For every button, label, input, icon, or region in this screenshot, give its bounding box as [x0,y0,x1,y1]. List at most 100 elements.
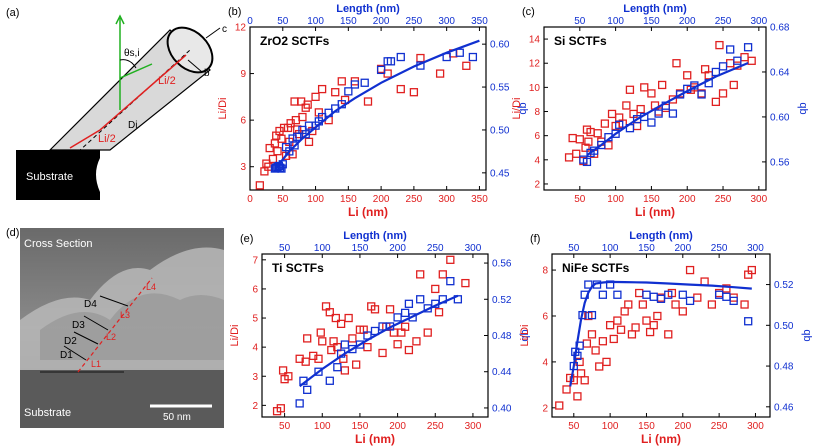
ratio-point [747,56,756,65]
ratio-point [314,354,323,363]
qb-point [455,48,464,57]
x-tick-label: 100 [602,421,619,432]
l1-label: L1 [91,359,101,369]
y-right-tick-label: 0.56 [770,157,790,168]
qb-point [729,296,738,306]
ratio-point [416,53,425,63]
l4-label: L4 [146,282,156,292]
qb-point [589,146,599,155]
ratio-point [276,404,285,413]
ratio-point [609,334,618,344]
y-left-axis-label: Li/Di [511,97,523,119]
ratio-point [729,80,738,90]
top-x-tick-label: 250 [715,16,732,27]
l3-label: L3 [120,310,130,320]
top-axis-label: Length (nm) [629,230,693,242]
qb-point [325,376,334,385]
qb-point [664,290,673,299]
y-left-tick-label: 4 [534,155,540,166]
ratio-point [635,288,644,298]
x-tick-label: 250 [427,421,444,432]
ratio-point [461,278,470,288]
ratio-point [642,316,651,325]
ratio-point [446,255,455,264]
ratio-point [409,88,419,97]
y-left-axis-label: Li/Di [519,324,531,346]
ratio-point [423,328,432,337]
x-tick-label: 350 [471,194,488,205]
top-x-tick-label: 250 [427,243,444,254]
fit-line [569,280,752,387]
c-arrow [205,27,221,39]
qb-point [598,290,608,299]
qb-point [573,351,582,361]
ratio-point [317,84,327,94]
y-left-tick-label: 7 [252,255,258,266]
ratio-point [404,345,414,355]
x-tick-label: 0 [247,194,253,205]
y-left-tick-label: 5 [252,314,258,325]
qb-point [587,310,597,320]
ratio-point [284,372,293,381]
ratio-point [412,337,421,346]
ratio-point [649,321,658,330]
y-right-tick-label: 0.52 [774,280,794,291]
y-left-tick-label: 6 [240,116,246,127]
ratio-point [575,135,584,144]
substrate-label: Substrate [26,171,73,183]
ratio-point [325,308,334,317]
qb-point [386,57,396,66]
ratio-point [707,300,717,309]
x-tick-label: 200 [389,421,406,432]
ratio-point [591,346,600,355]
plot-frame [249,26,487,191]
ratio-point [613,316,622,325]
x-tick-label: 100 [314,421,331,432]
d1-marker [63,345,87,361]
y-right-tick-label: 0.45 [490,168,510,179]
x-tick-label: 250 [711,421,728,432]
qb-point [293,132,302,141]
qb-point [675,90,685,99]
ratio-point [270,139,280,148]
tilt-line [119,63,153,79]
ratio-point [653,311,662,321]
ratio-point [575,357,584,367]
ratio-point [700,277,709,286]
top-x-tick-label: 100 [602,243,619,254]
qb-point [314,367,323,376]
ratio-point [683,71,692,80]
y-left-tick-label: 2 [542,403,548,414]
y-left-tick-label: 3 [252,372,258,383]
qb-point [668,109,678,118]
x-tick-label: 300 [750,194,767,205]
x-tick-label: 50 [574,194,586,205]
ratio-point [431,284,440,294]
y-right-tick-label: 0.44 [492,367,512,378]
ratio-point [582,339,592,348]
top-x-tick-label: 200 [674,243,691,254]
qb-point [277,164,286,173]
ratio-point [718,89,728,98]
x-tick-label: 150 [352,421,369,432]
x-tick-label: 100 [307,194,324,205]
sem-substrate-label: Substrate [24,407,71,419]
ratio-point [344,313,353,323]
ratio-point [331,88,340,97]
ratio-point [336,319,346,329]
half-length-line [99,54,187,131]
ratio-point [331,313,340,323]
d2-marker [73,331,99,345]
ratio-point [598,337,608,346]
ratio-point [277,134,286,143]
d3-marker [83,315,109,331]
qb-point [376,65,386,75]
ratio-point [462,61,471,70]
ratio-point [416,270,425,279]
qb-point [743,43,753,52]
ratio-point [668,95,678,104]
chart-title: Si SCTFs [554,34,607,48]
top-x-tick-label: 350 [471,16,488,27]
x-tick-label: 150 [340,194,357,205]
